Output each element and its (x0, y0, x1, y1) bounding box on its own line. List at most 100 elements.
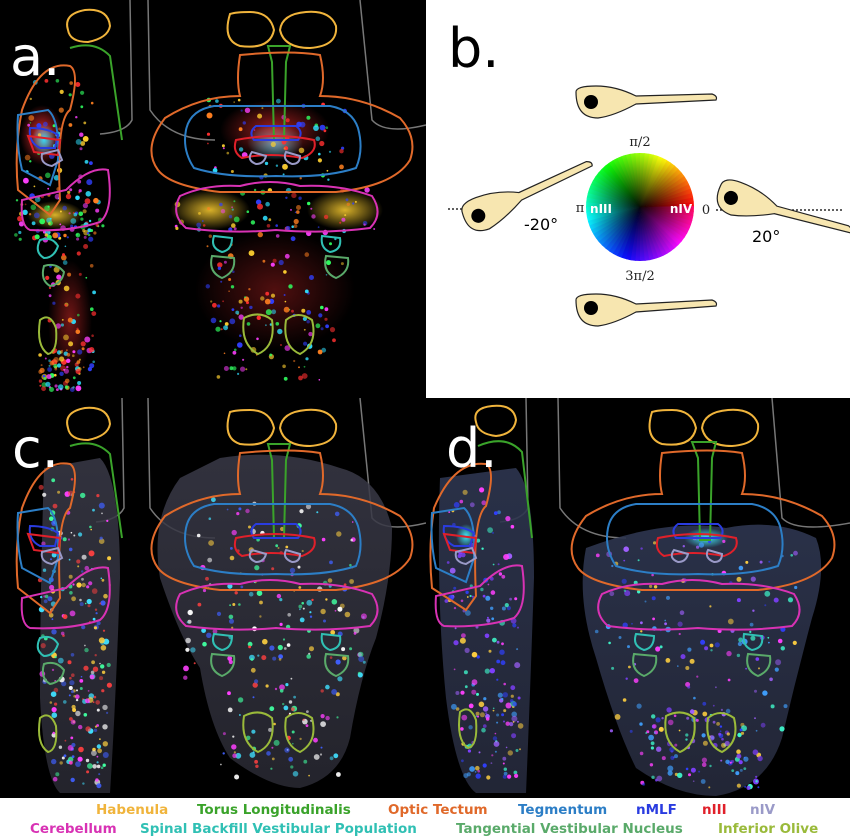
cell-dot (208, 517, 212, 520)
cell-dot (646, 730, 650, 734)
cell-dot (78, 272, 82, 276)
cell-dot (101, 689, 105, 693)
cell-dot (482, 594, 486, 598)
cell-dot (98, 538, 105, 544)
cell-dot (362, 660, 366, 664)
cell-dot (101, 578, 105, 582)
cell-dot (57, 490, 61, 494)
cell-dot (81, 347, 85, 351)
cell-dot (509, 597, 512, 601)
cell-dot (257, 113, 263, 119)
cell-dot (278, 654, 283, 659)
cell-dot (501, 642, 504, 646)
cell-dot (264, 161, 269, 166)
cell-dot (719, 730, 722, 733)
cell-dot (80, 675, 83, 678)
cell-dot (47, 596, 53, 602)
cell-dot (221, 144, 225, 148)
cell-dot (17, 216, 23, 222)
cell-dot (227, 691, 231, 696)
cell-dot (217, 304, 221, 308)
cell-dot (310, 207, 313, 210)
cell-dot (504, 603, 509, 608)
cell-dot (64, 304, 67, 307)
cell-dot (256, 315, 261, 320)
cell-dot (285, 118, 290, 123)
cell-dot (715, 686, 717, 689)
cell-dot (270, 262, 275, 267)
cell-dot (334, 511, 340, 517)
cell-dot (43, 595, 46, 598)
cell-dot (510, 694, 514, 698)
cell-dot (448, 511, 451, 513)
legend-item-inferior-olive: Inferior Olive (718, 821, 819, 837)
cell-dot (271, 309, 277, 315)
cell-dot (269, 353, 273, 357)
cell-dot (81, 570, 84, 573)
cell-dot (696, 675, 699, 678)
cell-dot (88, 219, 92, 223)
cell-dot (88, 581, 93, 586)
cell-dot (299, 121, 306, 128)
cell-dot (516, 648, 519, 651)
cell-dot (491, 617, 495, 621)
cell-dot (84, 602, 87, 605)
cell-dot (250, 667, 256, 673)
cell-dot (757, 786, 760, 789)
cell-dot (318, 152, 321, 156)
cell-dot (49, 516, 54, 521)
cell-dot (503, 771, 508, 776)
panel-c-label: c. (12, 417, 59, 480)
cell-dot (337, 606, 343, 612)
cell-dot (726, 650, 732, 657)
cell-dot (758, 667, 760, 670)
cell-dot (685, 666, 690, 670)
cell-dot (272, 258, 277, 263)
cell-dot (93, 197, 99, 204)
cell-dot (259, 615, 262, 618)
cell-dot (350, 538, 354, 542)
cell-dot (475, 715, 478, 718)
cell-dot (242, 358, 245, 361)
cell-dot (725, 708, 731, 714)
cell-dot (212, 629, 218, 634)
cell-dot (57, 384, 64, 390)
cell-dot (77, 756, 83, 762)
cell-dot (712, 704, 715, 707)
cell-dot (674, 754, 678, 759)
cell-dot (476, 692, 479, 696)
cell-dot (102, 741, 109, 747)
cell-dot (329, 656, 333, 659)
cell-dot (621, 578, 627, 584)
cell-dot (73, 534, 76, 537)
cell-dot (743, 767, 747, 770)
cell-dot (658, 726, 664, 732)
cell-dot (269, 645, 275, 651)
cell-dot (70, 736, 74, 740)
cell-dot (90, 229, 94, 232)
cell-dot (91, 588, 98, 594)
cell-dot (75, 694, 80, 699)
cell-dot (667, 765, 674, 772)
cell-dot (210, 300, 213, 303)
cell-dot (79, 147, 83, 151)
cell-dot (511, 715, 518, 722)
cell-dot (196, 533, 201, 538)
cell-dot (319, 124, 326, 131)
cell-dot (498, 572, 503, 576)
cell-dot (231, 529, 237, 536)
cell-dot (68, 574, 73, 579)
cell-dot (28, 213, 32, 216)
cell-dot (231, 208, 234, 211)
cell-dot (220, 209, 226, 214)
cell-dot (503, 720, 505, 723)
cell-dot (783, 704, 788, 709)
cell-dot (77, 565, 80, 568)
cell-dot (324, 307, 329, 312)
cell-dot (306, 115, 311, 120)
cell-dot (52, 776, 58, 782)
cell-dot (29, 122, 32, 124)
cell-dot (95, 612, 98, 615)
cell-dot (293, 695, 296, 699)
cell-dot (736, 653, 741, 658)
